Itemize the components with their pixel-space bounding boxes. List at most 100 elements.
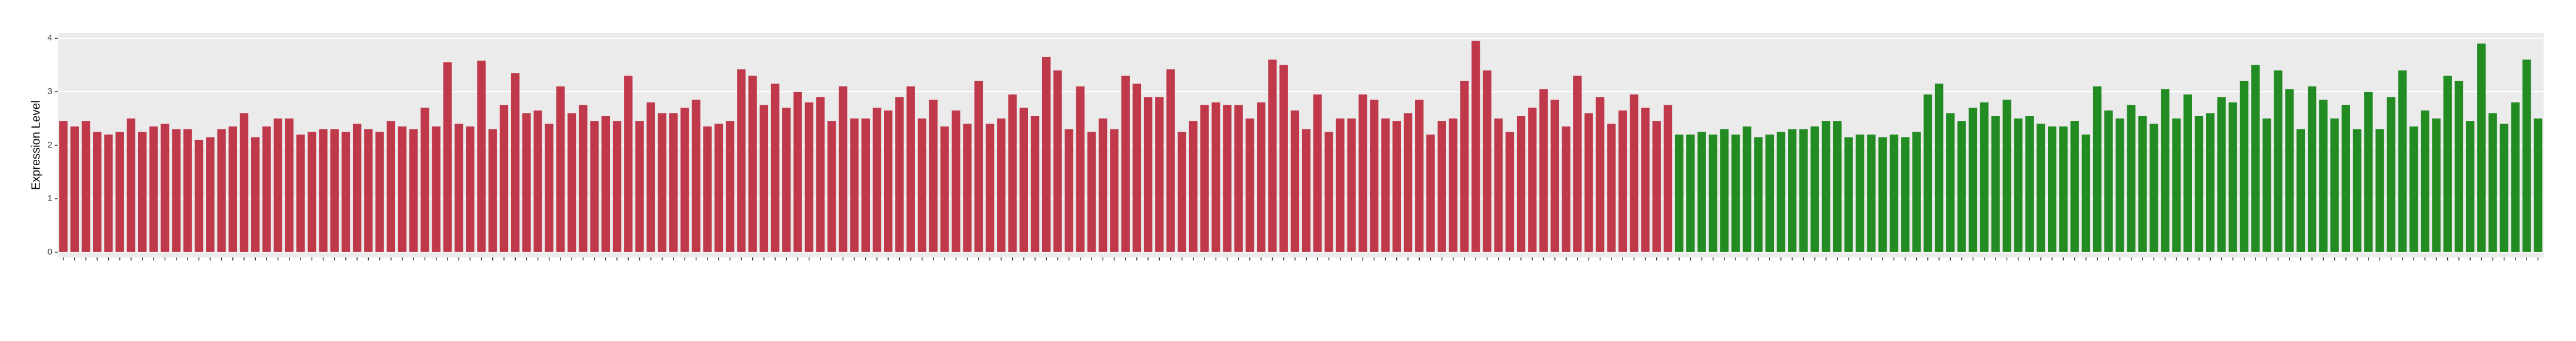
bar xyxy=(2307,86,2317,252)
bar xyxy=(1505,132,1514,252)
bar xyxy=(1856,134,1864,252)
bar xyxy=(726,121,735,252)
bar xyxy=(2353,129,2362,252)
bar xyxy=(612,121,622,252)
bar xyxy=(646,102,655,252)
bar xyxy=(1370,99,1379,252)
bar xyxy=(1901,137,1910,252)
bar xyxy=(2205,113,2215,252)
bar xyxy=(239,113,249,252)
bar xyxy=(488,129,497,252)
bar xyxy=(861,118,870,252)
bar xyxy=(2522,59,2531,252)
bar xyxy=(1912,132,1921,252)
bar xyxy=(330,129,339,252)
bar xyxy=(680,108,689,252)
bar xyxy=(2048,126,2057,252)
bar xyxy=(432,126,441,252)
bar xyxy=(1494,118,1503,252)
bar xyxy=(1121,75,1130,252)
bar xyxy=(1754,137,1763,252)
bar xyxy=(1042,56,1051,252)
bar xyxy=(839,86,847,252)
bar xyxy=(872,108,882,252)
bar xyxy=(759,105,769,252)
bar xyxy=(793,92,802,252)
bar xyxy=(1449,118,1458,252)
bar xyxy=(2217,97,2226,252)
bar xyxy=(1471,41,1480,252)
bar xyxy=(1358,94,1367,252)
bar xyxy=(2465,121,2475,252)
bar xyxy=(658,113,667,252)
bar xyxy=(443,62,452,252)
bar xyxy=(1030,115,1040,252)
bar xyxy=(1776,132,1786,252)
bar xyxy=(2296,129,2305,252)
bar xyxy=(1245,118,1254,252)
bar xyxy=(319,129,328,252)
bar xyxy=(126,118,136,252)
bar xyxy=(1381,118,1390,252)
bar xyxy=(1234,105,1243,252)
bar xyxy=(1313,94,1322,252)
bar xyxy=(1347,118,1356,252)
bar xyxy=(985,123,995,252)
bar xyxy=(341,132,351,252)
bar xyxy=(1324,132,1333,252)
bar xyxy=(1731,134,1740,252)
bar xyxy=(161,123,169,252)
bar xyxy=(1132,83,1142,252)
bar xyxy=(2070,121,2079,252)
bar xyxy=(296,134,305,252)
bar xyxy=(1189,121,1198,252)
bar xyxy=(1934,83,1944,252)
bar xyxy=(940,126,949,252)
bar xyxy=(1709,134,1718,252)
bar xyxy=(262,126,271,252)
bar xyxy=(466,126,475,252)
bar xyxy=(1200,105,1209,252)
bar xyxy=(2488,113,2497,252)
bar xyxy=(172,129,181,252)
bar xyxy=(2003,99,2011,252)
bar xyxy=(974,81,983,252)
bar xyxy=(522,113,531,252)
bar xyxy=(1076,86,1085,252)
y-tick-label: 0 xyxy=(48,247,52,257)
bar xyxy=(149,126,158,252)
bar xyxy=(1516,115,1526,252)
bar xyxy=(2104,110,2113,252)
bar xyxy=(1946,113,1955,252)
bar xyxy=(2251,65,2260,252)
bar xyxy=(1539,89,1548,252)
bar xyxy=(1403,113,1413,252)
bar xyxy=(2319,99,2328,252)
bar xyxy=(590,121,599,252)
bar xyxy=(579,105,588,252)
bar xyxy=(1980,102,1989,252)
bar xyxy=(2127,105,2135,252)
bar xyxy=(2081,134,2091,252)
bar xyxy=(1550,99,1560,252)
bar xyxy=(883,110,893,252)
bar xyxy=(906,86,915,252)
bar xyxy=(2285,89,2294,252)
bar xyxy=(1099,118,1107,252)
bar xyxy=(1652,121,1661,252)
bar xyxy=(1415,99,1424,252)
bar xyxy=(1743,126,1751,252)
bar xyxy=(2138,115,2147,252)
bar xyxy=(748,75,757,252)
bar xyxy=(2093,86,2102,252)
bar xyxy=(2511,102,2520,252)
bar xyxy=(2534,118,2542,252)
bar xyxy=(714,123,723,252)
bar xyxy=(816,97,825,252)
bar xyxy=(183,129,192,252)
bar xyxy=(59,121,68,252)
bar xyxy=(2228,102,2237,252)
bar xyxy=(2500,123,2508,252)
bar xyxy=(454,123,463,252)
bar xyxy=(917,118,927,252)
